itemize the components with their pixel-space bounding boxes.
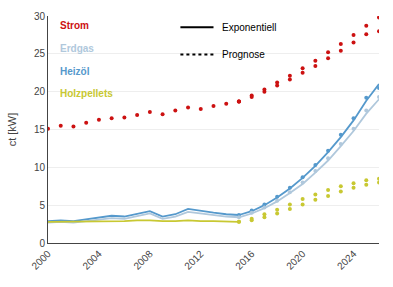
svg-text:2004: 2004 — [80, 248, 104, 272]
svg-text:ct [kW]: ct [kW] — [6, 113, 18, 147]
svg-text:Heizöl: Heizöl — [60, 66, 90, 77]
svg-text:2016: 2016 — [233, 248, 257, 272]
svg-text:30: 30 — [34, 11, 46, 22]
svg-text:0: 0 — [39, 238, 45, 249]
svg-text:2000: 2000 — [29, 248, 53, 272]
svg-text:Strom: Strom — [60, 20, 89, 31]
svg-text:20: 20 — [34, 86, 46, 97]
svg-text:2012: 2012 — [182, 248, 206, 272]
svg-text:Exponentiell: Exponentiell — [222, 22, 276, 33]
svg-text:15: 15 — [34, 124, 46, 135]
svg-text:Prognose: Prognose — [222, 49, 265, 60]
svg-text:Holzpellets: Holzpellets — [60, 88, 113, 99]
svg-text:2024: 2024 — [335, 248, 359, 272]
svg-text:2020: 2020 — [284, 248, 308, 272]
svg-text:10: 10 — [34, 162, 46, 173]
svg-text:Erdgas: Erdgas — [60, 43, 94, 54]
svg-text:2008: 2008 — [131, 248, 155, 272]
svg-text:5: 5 — [39, 200, 45, 211]
svg-text:25: 25 — [34, 48, 46, 59]
